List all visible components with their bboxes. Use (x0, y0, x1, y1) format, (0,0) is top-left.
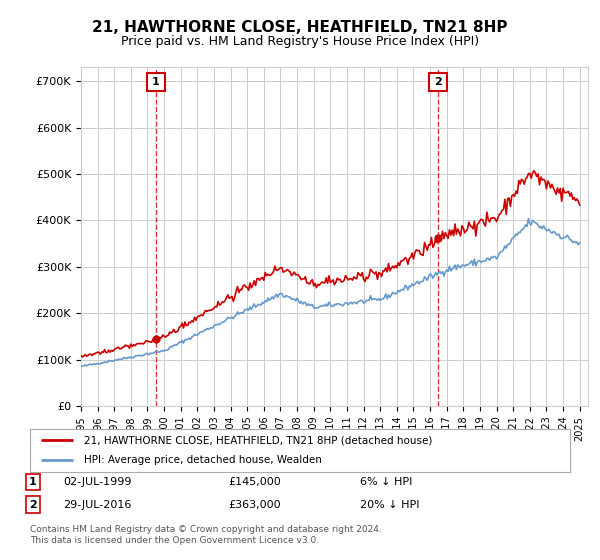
Text: 02-JUL-1999: 02-JUL-1999 (63, 477, 131, 487)
Text: 1: 1 (152, 77, 160, 87)
Text: 21, HAWTHORNE CLOSE, HEATHFIELD, TN21 8HP: 21, HAWTHORNE CLOSE, HEATHFIELD, TN21 8H… (92, 20, 508, 35)
Text: 1: 1 (29, 477, 37, 487)
Text: Price paid vs. HM Land Registry's House Price Index (HPI): Price paid vs. HM Land Registry's House … (121, 35, 479, 48)
Text: £145,000: £145,000 (228, 477, 281, 487)
Text: 20% ↓ HPI: 20% ↓ HPI (360, 500, 419, 510)
Text: 2: 2 (29, 500, 37, 510)
Text: HPI: Average price, detached house, Wealden: HPI: Average price, detached house, Weal… (84, 455, 322, 465)
Text: Contains HM Land Registry data © Crown copyright and database right 2024.
This d: Contains HM Land Registry data © Crown c… (30, 525, 382, 545)
Text: 6% ↓ HPI: 6% ↓ HPI (360, 477, 412, 487)
Text: 29-JUL-2016: 29-JUL-2016 (63, 500, 131, 510)
Text: £363,000: £363,000 (228, 500, 281, 510)
Text: 21, HAWTHORNE CLOSE, HEATHFIELD, TN21 8HP (detached house): 21, HAWTHORNE CLOSE, HEATHFIELD, TN21 8H… (84, 436, 433, 445)
Text: 2: 2 (434, 77, 442, 87)
